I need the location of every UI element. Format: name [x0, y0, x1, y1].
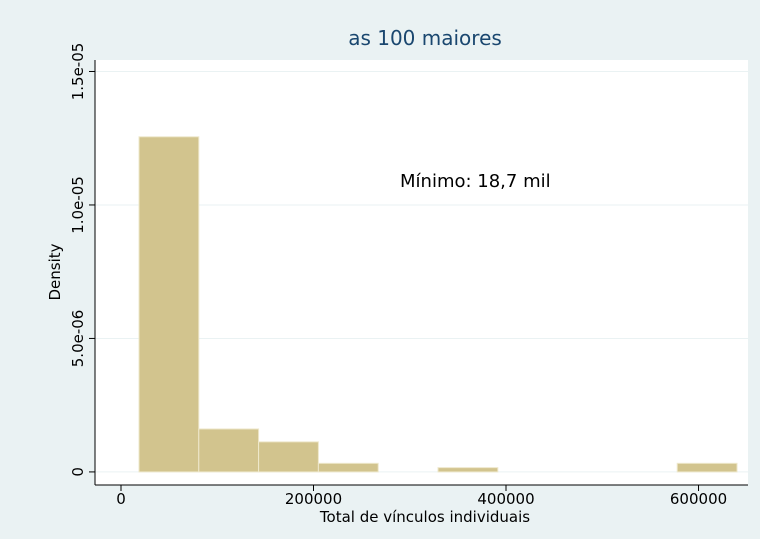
- y-tick-label: 1.5e-05: [69, 43, 87, 101]
- x-axis-label: Total de vínculos individuais: [319, 508, 530, 526]
- x-tick-label: 600000: [670, 490, 727, 508]
- bar: [258, 441, 319, 473]
- x-tick-label: 0: [116, 490, 126, 508]
- bar: [437, 467, 499, 473]
- x-tick-label: 400000: [477, 490, 534, 508]
- bar: [676, 462, 738, 473]
- y-tick-label: 5.0e-06: [69, 310, 87, 368]
- y-axis-label: Density: [46, 243, 64, 300]
- annotation: Mínimo: 18,7 mil: [400, 171, 551, 192]
- bar: [317, 462, 379, 473]
- chart-title: as 100 maiores: [348, 26, 502, 50]
- y-tick-label: 1.0e-05: [69, 176, 87, 234]
- plot-area: [95, 60, 748, 485]
- bar: [198, 428, 260, 473]
- y-tick-label: 0: [69, 467, 87, 477]
- x-tick-label: 200000: [285, 490, 342, 508]
- bar: [138, 136, 200, 473]
